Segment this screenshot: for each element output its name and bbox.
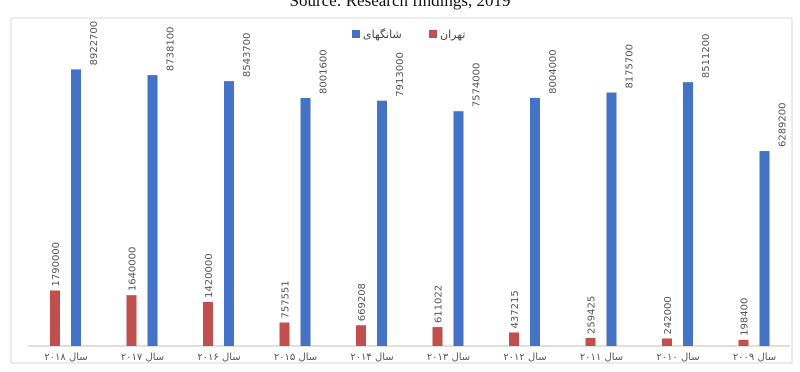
x-tick-label: سال ۲۰۰۹ <box>733 352 776 363</box>
data-label-universities: 8511200 <box>701 34 712 79</box>
data-label-tehran: 1790000 <box>51 242 62 287</box>
bar-tehran <box>203 301 213 346</box>
data-label-universities: 8175700 <box>625 44 636 89</box>
bar-universities <box>377 100 387 347</box>
data-label-tehran: 242000 <box>663 296 674 334</box>
data-label-universities: 7913000 <box>395 52 406 97</box>
bar-universities <box>530 97 540 346</box>
data-label-tehran: 757551 <box>281 280 292 318</box>
bar-universities <box>759 151 770 346</box>
data-label-universities: 8001600 <box>319 49 330 94</box>
data-label-universities: 8543700 <box>242 33 253 78</box>
bar-tehran <box>126 295 137 346</box>
bar-universities <box>683 82 693 346</box>
chart-frame <box>10 17 793 364</box>
x-tick-label: سال ۲۰۱۵ <box>274 352 317 363</box>
bar-tehran <box>432 327 443 346</box>
data-label-tehran: 611022 <box>434 285 445 323</box>
x-tick-label: سال ۲۰۱۳ <box>427 352 470 363</box>
data-label-universities: 6289200 <box>778 102 789 147</box>
bar-tehran <box>279 322 290 346</box>
bar-universities <box>147 75 158 346</box>
data-label-universities: 8922700 <box>89 21 100 66</box>
bar-tehran <box>356 325 366 346</box>
bar-tehran <box>662 338 672 346</box>
bar-universities <box>224 81 234 347</box>
data-label-tehran: 1420000 <box>204 253 215 298</box>
data-label-universities: 8004000 <box>548 49 559 94</box>
x-tick-label: سال ۲۰۱۷ <box>121 352 164 363</box>
bar-universities <box>300 97 311 346</box>
data-label-tehran: 259425 <box>587 296 598 334</box>
bar-universities <box>71 69 81 346</box>
data-label-tehran: 669208 <box>357 283 368 321</box>
x-tick-label: سال ۲۰۱۲ <box>503 352 546 363</box>
data-label-universities: 8738100 <box>166 27 177 72</box>
x-tick-label: سال ۲۰۱۱ <box>580 352 623 363</box>
bar-tehran <box>509 332 519 346</box>
x-tick-label: سال ۲۰۱۴ <box>350 352 393 363</box>
x-tick-label: سال ۲۰۱۸ <box>44 352 87 363</box>
data-label-universities: 7574000 <box>472 63 483 108</box>
legend-swatch-universities <box>352 30 360 38</box>
source-caption: Source: Research findings, 2019 <box>289 0 511 10</box>
data-label-tehran: 437215 <box>510 290 521 328</box>
legend-swatch-tehran <box>429 30 437 38</box>
legend: شانگهای تهران <box>352 28 465 41</box>
legend-label-universities: شانگهای <box>363 28 402 41</box>
bar-tehran <box>50 290 60 346</box>
x-tick-label: سال ۲۰۱۰ <box>656 352 699 363</box>
legend-label-tehran: تهران <box>440 28 465 41</box>
bar-universities <box>453 111 464 347</box>
plot-area: 1790000 8922700 سال ۲۰۱۸ 1640000 8738100 سال … <box>28 21 790 363</box>
x-tick-label: سال ۲۰۱۶ <box>197 352 240 363</box>
data-label-tehran: 198400 <box>740 298 751 336</box>
bar-universities <box>606 92 617 346</box>
bar-tehran <box>738 339 749 346</box>
bar-tehran <box>585 337 596 346</box>
data-label-tehran: 1640000 <box>128 247 139 292</box>
